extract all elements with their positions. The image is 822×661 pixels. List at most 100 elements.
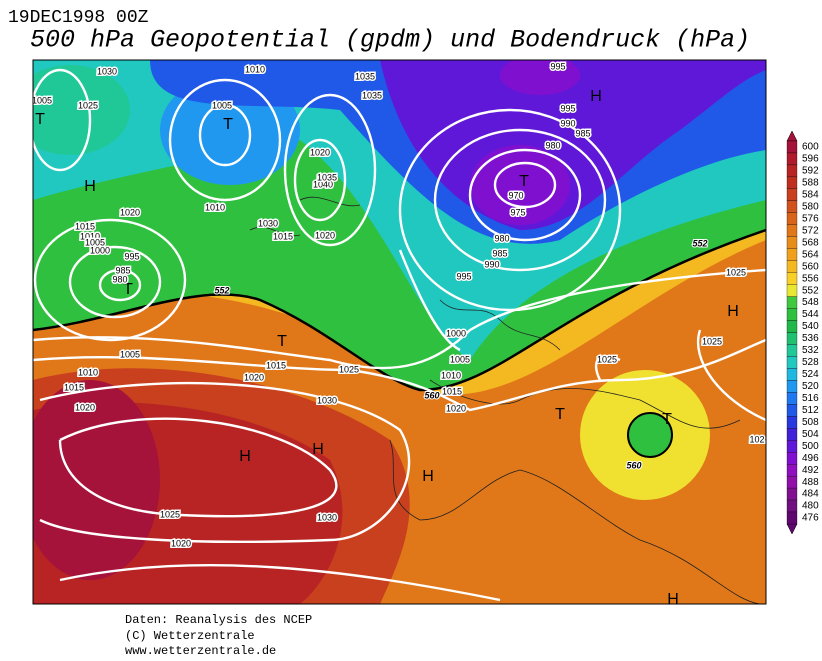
isobar-label: 1025 (339, 364, 359, 374)
pressure-center: H (590, 88, 602, 105)
colorbar-label: 512 (802, 405, 819, 416)
colorbar-swatch (786, 320, 798, 333)
colorbar-swatch (786, 176, 798, 190)
isobar-label: 990 (560, 118, 575, 128)
isobar-label: 1015 (442, 386, 462, 396)
isobar-label: 1030 (97, 66, 117, 76)
isobar-label: 985 (575, 128, 590, 138)
colorbar-label: 540 (802, 321, 819, 332)
colorbar-label: 592 (802, 166, 819, 177)
colorbar-label: 560 (802, 261, 819, 272)
isobar-label: 1025 (160, 509, 180, 519)
colorbar-label: 480 (802, 501, 819, 512)
colorbar-label: 508 (802, 417, 819, 428)
colorbar-swatch (786, 284, 798, 297)
isobar-label: 1015 (64, 382, 84, 392)
isobar-label: 1000 (446, 328, 466, 338)
colorbar-swatch (786, 404, 798, 417)
colorbar-swatch (786, 236, 798, 249)
isobar-label: 975 (510, 207, 525, 217)
colorbar-swatch (786, 416, 798, 429)
colorbar-swatch (786, 452, 798, 465)
pressure-center: T (519, 173, 529, 190)
colorbar-label: 532 (802, 345, 819, 356)
isobar-label: 1010 (78, 367, 98, 377)
isobar-label: 1035 (362, 90, 382, 100)
colorbar-swatch (786, 212, 798, 225)
isobar-label: 1040 (313, 179, 333, 189)
isobar-label: 970 (508, 190, 523, 200)
isobar-label: 1020 (446, 403, 466, 413)
isobar-label: 1010 (205, 202, 225, 212)
isobar-label: 1005 (120, 349, 140, 359)
colorbar-label: 568 (802, 237, 819, 248)
colorbar-label: 580 (802, 201, 819, 212)
colorbar-label: 556 (802, 273, 819, 284)
colorbar-swatch (786, 464, 798, 477)
colorbar: 6005965925885845805765725685645605565525… (786, 130, 819, 535)
isobar-label: 1010 (80, 231, 100, 241)
isobar-label: 1020 (120, 207, 140, 217)
colorbar-label: 572 (802, 225, 819, 236)
colorbar-label: 492 (802, 465, 819, 476)
isobar-label: 1015 (273, 231, 293, 241)
colorbar-swatch (786, 200, 798, 213)
pressure-center: H (727, 303, 739, 320)
colorbar-label: 524 (802, 369, 819, 380)
colorbar-label: 544 (802, 309, 819, 320)
colorbar-label: 516 (802, 393, 819, 404)
colorbar-swatch (786, 332, 798, 345)
isobar-label: 1010 (245, 64, 265, 74)
pressure-center: H (312, 441, 324, 458)
colorbar-label: 588 (802, 178, 819, 189)
isobar-label: 995 (550, 61, 565, 71)
colorbar-label: 564 (802, 249, 819, 260)
colorbar-swatch (786, 356, 798, 369)
pressure-center: H (422, 468, 434, 485)
geopotential-label: 560 (626, 460, 641, 470)
isobar-label: 1000 (90, 245, 110, 255)
colorbar-label: 504 (802, 429, 819, 440)
colorbar-label: 528 (802, 357, 819, 368)
isobar-label: 1030 (317, 395, 337, 405)
colorbar-label: 500 (802, 441, 819, 452)
isobar-label: 995 (560, 103, 575, 113)
colorbar-swatch (786, 499, 798, 513)
colorbar-swatch (786, 440, 798, 453)
colorbar-label: 496 (802, 453, 819, 464)
pressure-center: T (662, 411, 672, 428)
colorbar-label: 552 (802, 285, 819, 296)
isobar-label: 1005 (32, 95, 52, 105)
isobar-label: 1020 (75, 402, 95, 412)
colorbar-swatch (786, 152, 798, 166)
pressure-center: H (239, 448, 251, 465)
colorbar-label: 600 (802, 142, 819, 153)
isobar-label: 1025 (78, 100, 98, 110)
isobar-label: 995 (124, 251, 139, 261)
isobar-label: 1035 (355, 71, 375, 81)
isobar-label: 980 (112, 274, 127, 284)
colorbar-label: 584 (802, 190, 819, 201)
isobar-label: 1025 (597, 354, 617, 364)
pressure-center: T (123, 281, 133, 298)
isobar-label: 1030 (317, 512, 337, 522)
colorbar-swatch (786, 428, 798, 441)
geopotential-label: 552 (692, 238, 707, 248)
colorbar-swatch (786, 308, 798, 321)
colorbar-swatch (786, 475, 798, 489)
isobar-label: 1005 (85, 237, 105, 247)
colorbar-swatch (786, 511, 798, 525)
pressure-center: T (35, 111, 45, 128)
isobar-label: 1015 (75, 221, 95, 231)
isobar-label: 1020 (315, 230, 335, 240)
colorbar-swatch (786, 487, 798, 501)
colorbar-label: 536 (802, 333, 819, 344)
footer-line: Daten: Reanalysis des NCEP (125, 613, 312, 627)
isobar-label: 1015 (266, 360, 286, 370)
colorbar-swatch (786, 188, 798, 201)
colorbar-label: 476 (802, 513, 819, 524)
colorbar-swatch (786, 380, 798, 393)
